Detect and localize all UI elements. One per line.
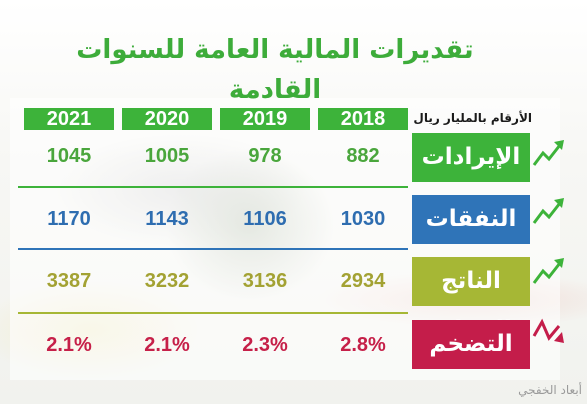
cell-inflation-3: 2.1% — [144, 334, 190, 356]
cell-revenues-4: 1045 — [46, 145, 92, 167]
cell-inflation-4: 2.1% — [46, 334, 92, 356]
row-divider — [18, 312, 408, 314]
year-header-2: 2019 — [220, 108, 310, 130]
cell-expenditures-4: 1170 — [47, 208, 91, 230]
trend-down-arrow-icon — [532, 318, 564, 343]
cell-revenues-3: 1005 — [144, 145, 190, 167]
trend-up-arrow-icon — [532, 198, 564, 224]
row-label-gdp: الناتج المحلي — [412, 257, 530, 343]
cell-revenues-2: 978 — [248, 145, 282, 167]
trend-up-arrow-icon — [532, 258, 564, 284]
row-divider — [18, 248, 408, 250]
cell-gdp-1: 2934 — [340, 270, 386, 292]
cell-inflation-2: 2.3% — [242, 334, 288, 356]
row-label-revenues: الإيرادات — [412, 133, 530, 182]
cell-expenditures-2: 1106 — [243, 208, 287, 230]
cell-gdp-4: 3387 — [46, 270, 92, 292]
year-header-1: 2018 — [318, 108, 408, 130]
credit-watermark: أبعاد الخفجي — [518, 383, 582, 397]
row-divider — [18, 186, 408, 188]
page-title: تقديرات المالية العامة للسنوات القادمة — [76, 35, 474, 105]
units-label: الأرقام بالمليار ريال — [413, 111, 532, 125]
cell-gdp-3: 3232 — [144, 270, 190, 292]
row-label-inflation: التضخم — [412, 320, 530, 369]
cell-revenues-1: 882 — [346, 145, 380, 167]
year-header-4: 2021 — [24, 108, 114, 130]
cell-expenditures-1: 1030 — [340, 208, 386, 230]
cell-gdp-2: 3136 — [242, 270, 288, 292]
trend-up-arrow-icon — [532, 140, 564, 166]
cell-inflation-1: 2.8% — [340, 334, 386, 356]
year-header-3: 2020 — [122, 108, 212, 130]
row-label-expenditures: النفقات — [412, 195, 530, 244]
cell-expenditures-3: 1143 — [145, 208, 189, 230]
